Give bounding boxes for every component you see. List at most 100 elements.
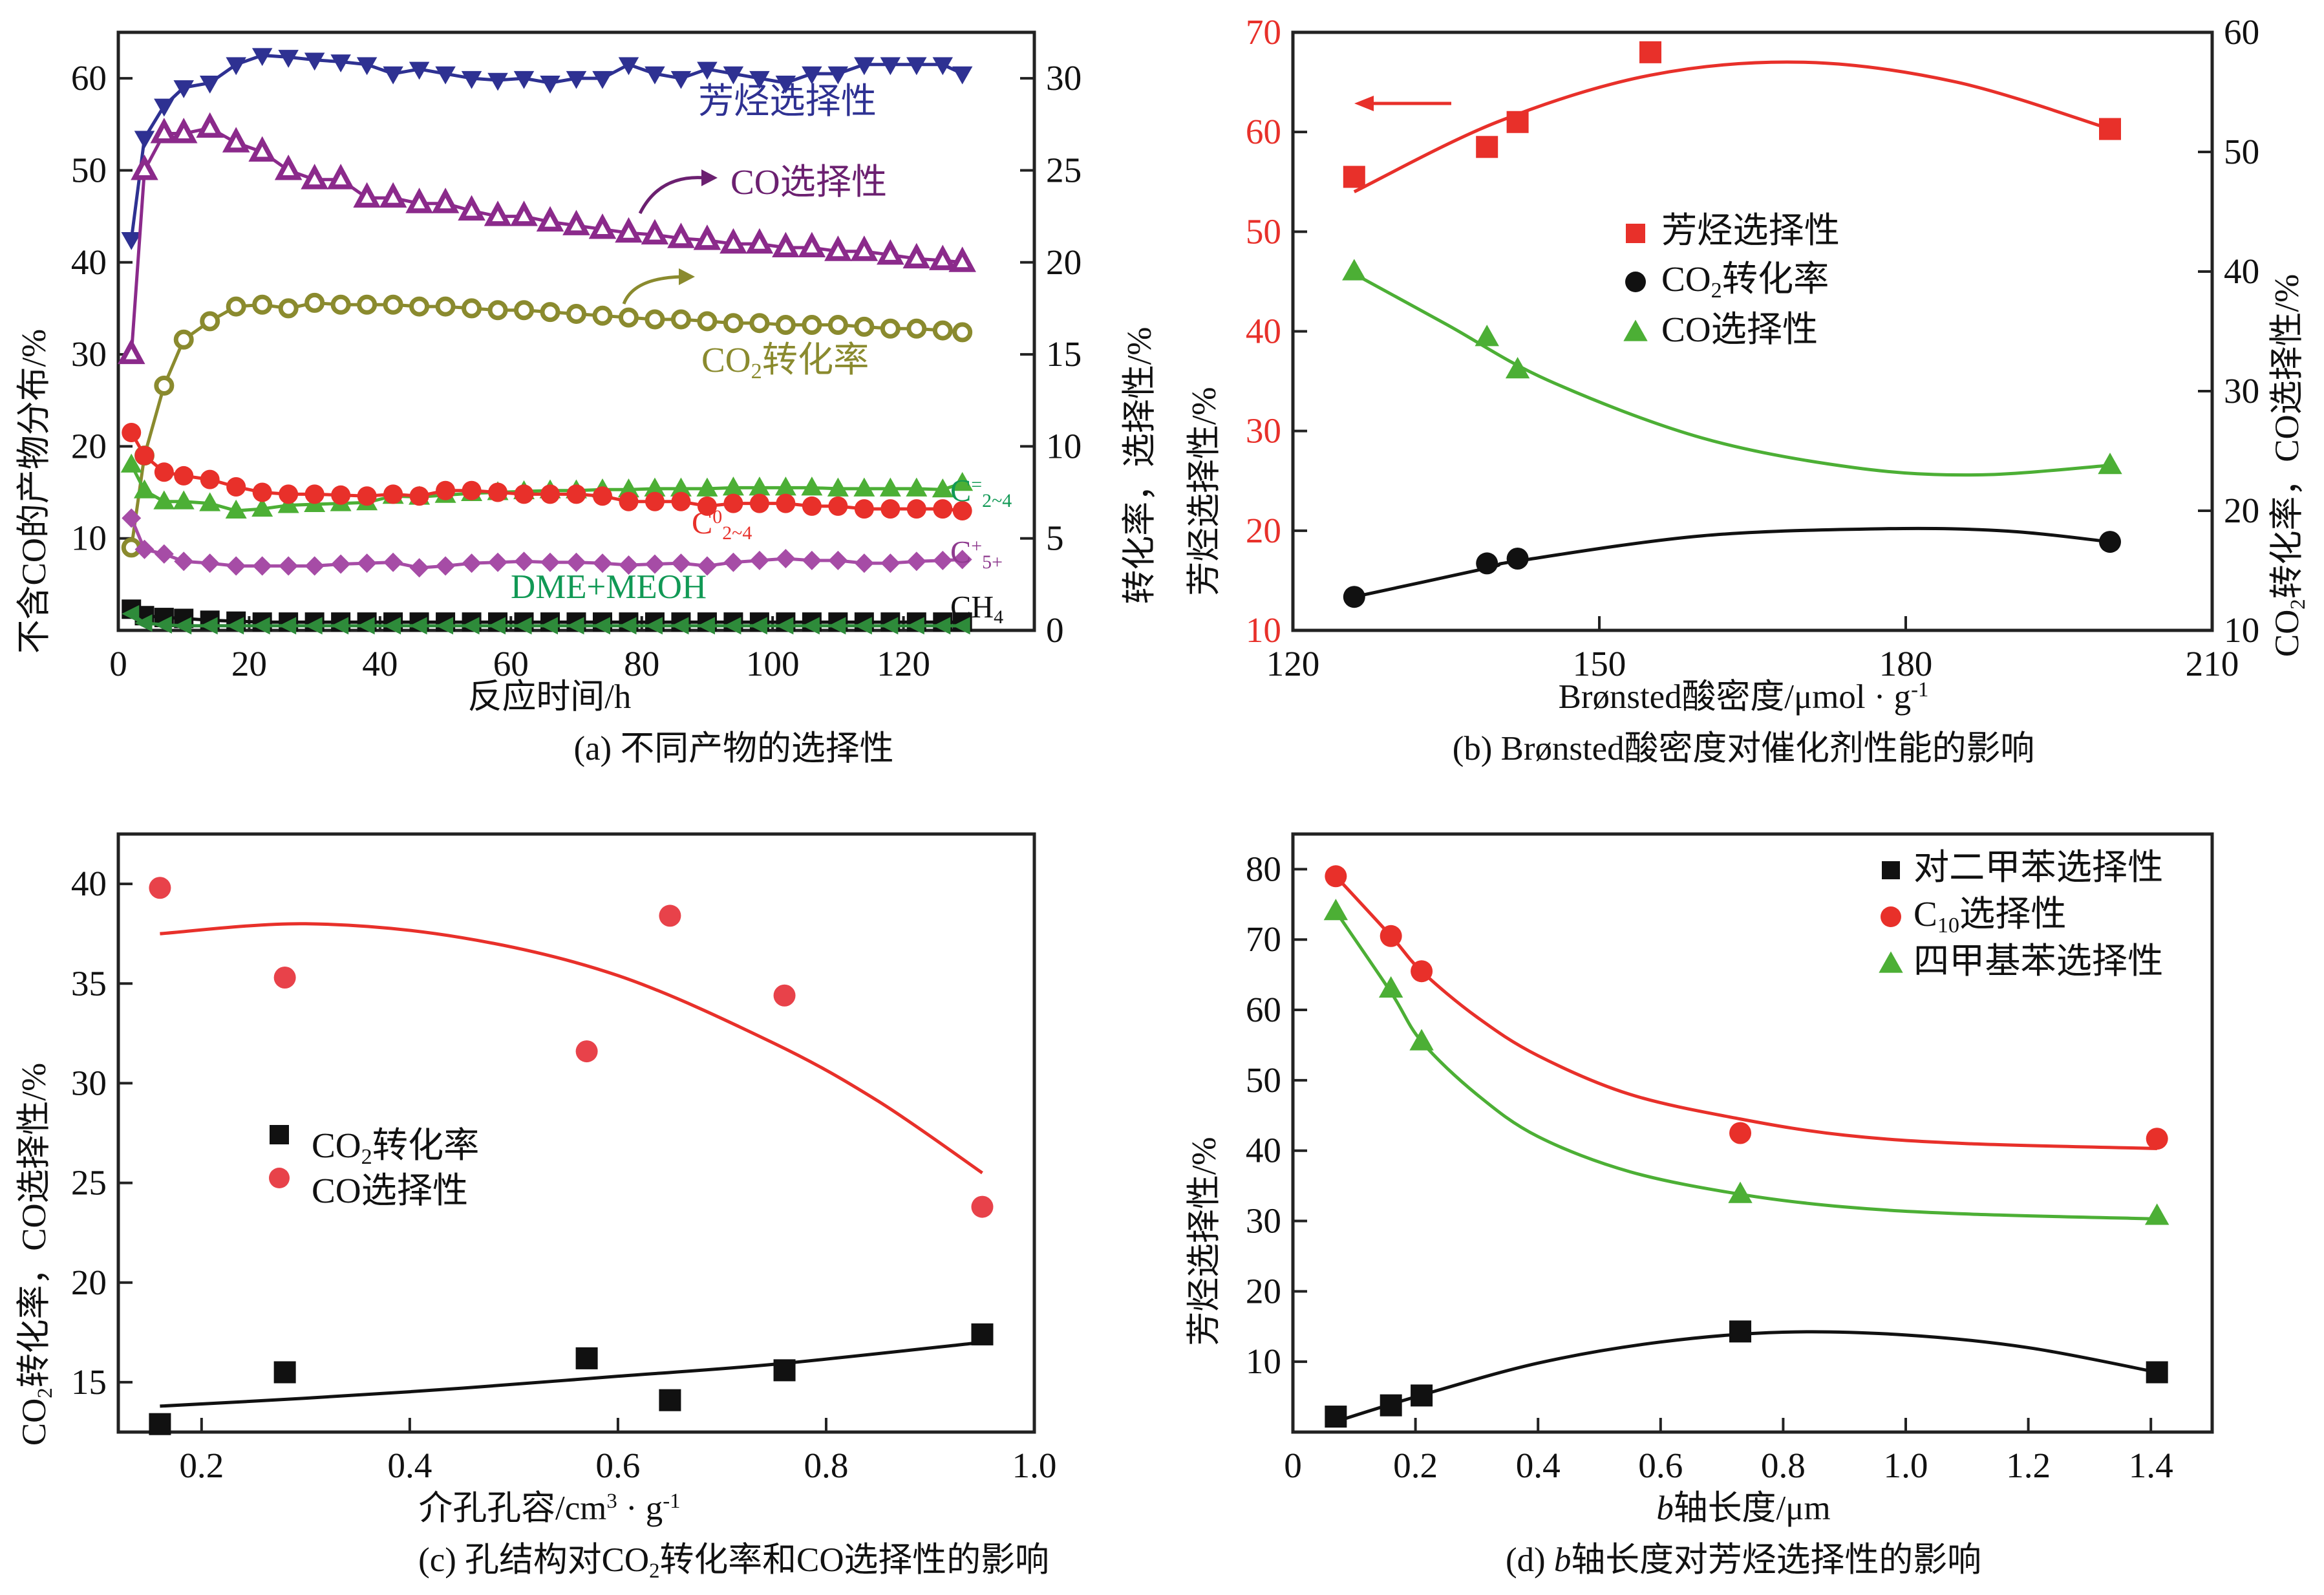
y-right-axis-label: 转化率，选择性/% (1121, 327, 1158, 605)
data-point (670, 309, 691, 330)
y-tick-label: 10 (1246, 610, 1281, 650)
series-label: CH4 (950, 590, 1003, 628)
data-point (405, 187, 433, 213)
data-point (645, 617, 663, 635)
data-point (484, 200, 512, 226)
data-point (773, 1359, 796, 1382)
data-point (304, 617, 323, 635)
data-point (514, 617, 532, 635)
data-point (1343, 586, 1365, 608)
data-point (304, 556, 325, 576)
data-point (117, 338, 145, 365)
data-point (1325, 865, 1347, 888)
y-right-tick-label: 20 (2224, 491, 2259, 530)
y-axis-label: 不含CO的产物分布/% (16, 329, 53, 654)
data-point (488, 482, 508, 502)
data-point (330, 54, 351, 73)
y-tick-label: 20 (1246, 1271, 1281, 1311)
data-point (540, 617, 559, 635)
data-point (619, 555, 639, 575)
data-point (827, 66, 849, 85)
y-tick-label: 50 (71, 150, 107, 189)
x-tick-label: 0 (109, 644, 127, 683)
chart-panel-d: 0 0.2 0.4 0.6 0.8 1.0 1.2 1.4 10 20 30 40 50 60 70 80 b轴… (1186, 832, 2214, 1579)
x-tick-label: 0.4 (1516, 1446, 1561, 1485)
y-right-tick-label: 15 (1046, 334, 1082, 374)
data-point (196, 112, 224, 138)
data-point (2099, 118, 2121, 140)
series-label: C=2~4 (950, 474, 1012, 512)
x-tick-label: 120 (1266, 644, 1320, 683)
data-point (2099, 531, 2121, 553)
legend-label: 四甲基苯选择性 (1914, 941, 2163, 981)
data-point (659, 1389, 681, 1411)
data-point (540, 76, 560, 94)
data-point (330, 294, 351, 315)
x-tick-label: 0.8 (804, 1446, 848, 1485)
series-d-0 (1325, 1320, 2168, 1428)
y-tick-label: 30 (71, 334, 107, 374)
data-point (697, 311, 718, 332)
legend-marker (1625, 272, 1646, 292)
data-point (331, 554, 351, 574)
y-tick-label: 20 (1246, 511, 1281, 550)
data-point (592, 70, 613, 89)
x-tick-label: 40 (362, 644, 398, 683)
chart-panel-c: 0.2 0.4 0.6 0.8 1.0 15 20 25 30 35 40 介孔孔容/cm3 · g-… (16, 832, 1057, 1583)
data-point (154, 544, 174, 564)
fit-curve (160, 1340, 983, 1408)
data-point (134, 131, 155, 149)
plot-frame (116, 832, 1036, 1434)
data-point (854, 553, 874, 573)
legend-label: 芳烃选择性 (1661, 211, 1840, 250)
data-point (697, 556, 717, 576)
data-point (644, 477, 666, 497)
data-point (749, 476, 771, 496)
legend-marker (1623, 319, 1648, 341)
data-point (252, 556, 272, 576)
data-point (514, 484, 534, 504)
data-point (566, 70, 587, 89)
data-point (774, 476, 796, 496)
data-point (671, 617, 689, 635)
data-point (353, 182, 381, 208)
x-tick-label: 0.6 (595, 1446, 640, 1485)
data-point (671, 553, 691, 573)
chart-caption: (b) Brønsted酸密度对催化剂性能的影响 (1453, 730, 2035, 767)
data-point (592, 617, 610, 635)
data-point (696, 477, 718, 497)
y-right-tick-label: 10 (1046, 426, 1082, 466)
y-tick-label: 40 (71, 242, 107, 282)
y-tick-label: 30 (71, 1063, 107, 1102)
x-tick-label: 1.0 (1012, 1446, 1057, 1485)
series-b-1 (1343, 526, 2121, 608)
series-a-7 (122, 605, 970, 635)
data-point (487, 72, 508, 91)
arrow-icon (638, 176, 705, 215)
data-point (749, 550, 769, 570)
data-point (462, 298, 482, 319)
chart-caption: (d) b轴长度对芳烃选择性的影响 (1506, 1541, 1981, 1579)
series-line (131, 608, 963, 624)
data-point (252, 294, 273, 315)
data-point (671, 491, 691, 511)
data-point (952, 501, 972, 520)
data-point (828, 496, 848, 516)
series-label: CO2转化率 (701, 340, 869, 383)
y-right-tick-label: 30 (1046, 58, 1082, 98)
data-point (1323, 899, 1349, 921)
data-point (513, 70, 535, 89)
data-point (566, 303, 586, 324)
data-point (174, 551, 194, 572)
data-point (331, 617, 349, 635)
series-label: C+5+ (950, 535, 1003, 573)
fit-curve (1334, 910, 2157, 1221)
data-point (304, 292, 325, 313)
y-right-tick-label: 10 (2224, 610, 2259, 650)
data-point (952, 550, 972, 570)
y-tick-label: 60 (1246, 990, 1281, 1029)
data-point (1380, 1394, 1402, 1417)
data-point (693, 224, 721, 250)
y-right-tick-label: 20 (1046, 242, 1082, 282)
y-tick-label: 40 (1246, 1131, 1281, 1170)
